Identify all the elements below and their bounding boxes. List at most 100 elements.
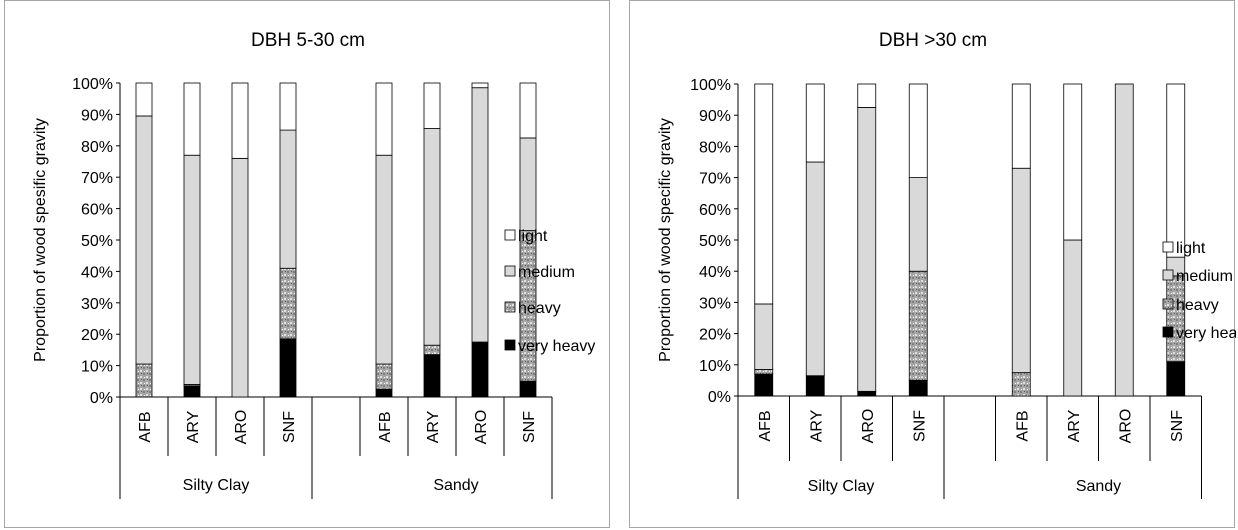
x-group-label: Silty Clay	[183, 477, 250, 494]
y-tick-label: 70%	[81, 170, 113, 187]
x-category-label: ARY	[808, 409, 825, 442]
x-category-label: AFB	[1014, 410, 1031, 441]
bar-segment-heavy	[135, 363, 153, 398]
y-tick-label: 80%	[81, 139, 113, 156]
y-axis-label: Proportion of wood specific gravity	[657, 118, 674, 362]
legend-label: very heavy	[1176, 325, 1236, 342]
chart-title: DBH 5-30 cm	[251, 30, 365, 51]
bar-segment-very-heavy	[279, 338, 297, 398]
y-tick-label: 60%	[81, 202, 113, 219]
bar-segment-medium	[183, 154, 201, 385]
x-category-label: ARY	[185, 410, 202, 443]
x-category-label: ARO	[860, 409, 877, 444]
bar-segment-medium	[423, 128, 441, 346]
bar-segment-medium	[375, 154, 393, 365]
bar-segment-medium	[231, 157, 249, 398]
y-tick-label: 20%	[81, 327, 113, 344]
x-category-label: ARO	[1117, 409, 1134, 444]
bar-segment-medium	[754, 303, 774, 370]
y-tick-label: 50%	[699, 233, 731, 250]
bar-segment-very-heavy	[423, 354, 441, 398]
y-tick-label: 10%	[699, 358, 731, 375]
y-tick-label: 10%	[81, 359, 113, 376]
x-category-label: SNF	[911, 410, 928, 442]
bar-segment-light	[471, 82, 489, 89]
legend-swatch-medium	[504, 265, 516, 277]
bar-segment-heavy	[1011, 372, 1031, 397]
bar-segment-light	[857, 83, 877, 108]
y-tick-label: 0%	[708, 389, 731, 406]
legend-swatch-very-heavy	[1162, 326, 1174, 338]
bar-segment-light	[423, 82, 441, 129]
bar-segment-heavy	[908, 270, 928, 381]
bar-segment-medium	[857, 107, 877, 392]
x-category-label: AFB	[377, 411, 394, 442]
legend-label: medium	[518, 264, 575, 281]
x-category-label: SNF	[281, 411, 298, 443]
x-category-label: ARO	[233, 410, 250, 445]
bar-segment-light	[183, 82, 201, 156]
chart-panel-dbh-5-30: DBH 5-30 cm Proportion of wood spesific g…	[4, 0, 610, 528]
bar-segment-very-heavy	[1166, 361, 1186, 397]
stacked-bar-chart: DBH >30 cm Proportion of wood specific gr…	[657, 30, 1236, 499]
legend-swatch-light	[504, 229, 516, 241]
legend-label: light	[518, 228, 548, 245]
bar-segment-medium	[519, 137, 537, 231]
y-tick-label: 60%	[699, 202, 731, 219]
legend-label: very heavy	[518, 338, 595, 355]
bar-segment-medium	[135, 115, 153, 365]
bar-segment-light	[375, 82, 393, 156]
y-tick-label: 30%	[81, 296, 113, 313]
y-tick-label: 40%	[699, 264, 731, 281]
y-tick-label: 80%	[699, 139, 731, 156]
y-tick-label: 100%	[690, 77, 731, 94]
x-category-label: AFB	[137, 411, 154, 442]
bar-segment-medium	[1114, 83, 1134, 397]
y-tick-label: 100%	[72, 76, 113, 93]
y-tick-label: 30%	[699, 295, 731, 312]
bar-segment-medium	[1063, 239, 1083, 397]
bar-segment-heavy	[1166, 275, 1186, 363]
bar-segment-medium	[471, 87, 489, 343]
x-group-label: Sandy	[433, 477, 478, 494]
x-group-label: Silty Clay	[808, 478, 875, 495]
bar-segment-very-heavy	[183, 385, 201, 398]
bar-segment-very-heavy	[471, 341, 489, 398]
bar-segment-light	[231, 82, 249, 159]
bar-segment-medium	[279, 129, 297, 269]
bar-segment-light	[1166, 83, 1186, 258]
x-category-label: AFB	[757, 410, 774, 441]
bar-segment-very-heavy	[908, 379, 928, 397]
bar-segment-very-heavy	[754, 373, 774, 397]
bar-segment-light	[805, 83, 825, 163]
bar-segment-light	[908, 83, 928, 178]
bar-segment-medium	[805, 161, 825, 377]
chart-title: DBH >30 cm	[879, 30, 987, 51]
y-axis-label: Proportion of wood spesific gravity	[32, 118, 49, 362]
legend-swatch-heavy	[1162, 298, 1174, 310]
bar-segment-very-heavy	[857, 390, 877, 397]
bar-segment-light	[1011, 83, 1031, 169]
legend-swatch-heavy	[504, 301, 516, 313]
bar-segment-very-heavy	[519, 380, 537, 398]
legend-label: heavy	[1176, 297, 1219, 314]
x-category-label: ARO	[473, 410, 490, 445]
legend-swatch-medium	[1162, 269, 1174, 281]
y-tick-label: 90%	[699, 108, 731, 125]
y-tick-label: 70%	[699, 171, 731, 188]
y-tick-label: 40%	[81, 264, 113, 281]
bar-segment-very-heavy	[375, 388, 393, 398]
y-tick-label: 0%	[90, 390, 113, 407]
bar-segment-heavy	[423, 344, 441, 356]
legend-label: light	[1176, 240, 1206, 257]
x-category-label: SNF	[521, 411, 538, 443]
legend-label: heavy	[518, 300, 561, 317]
stacked-bar-chart: DBH 5-30 cm Proportion of wood spesific g…	[32, 30, 595, 499]
legend-swatch-light	[1162, 241, 1174, 253]
x-group-label: Sandy	[1076, 478, 1121, 495]
bar-segment-light	[754, 83, 774, 305]
bar-segment-light	[135, 82, 153, 117]
bar-segment-medium	[1011, 167, 1031, 374]
legend-label: medium	[1176, 268, 1233, 285]
y-tick-label: 90%	[81, 107, 113, 124]
